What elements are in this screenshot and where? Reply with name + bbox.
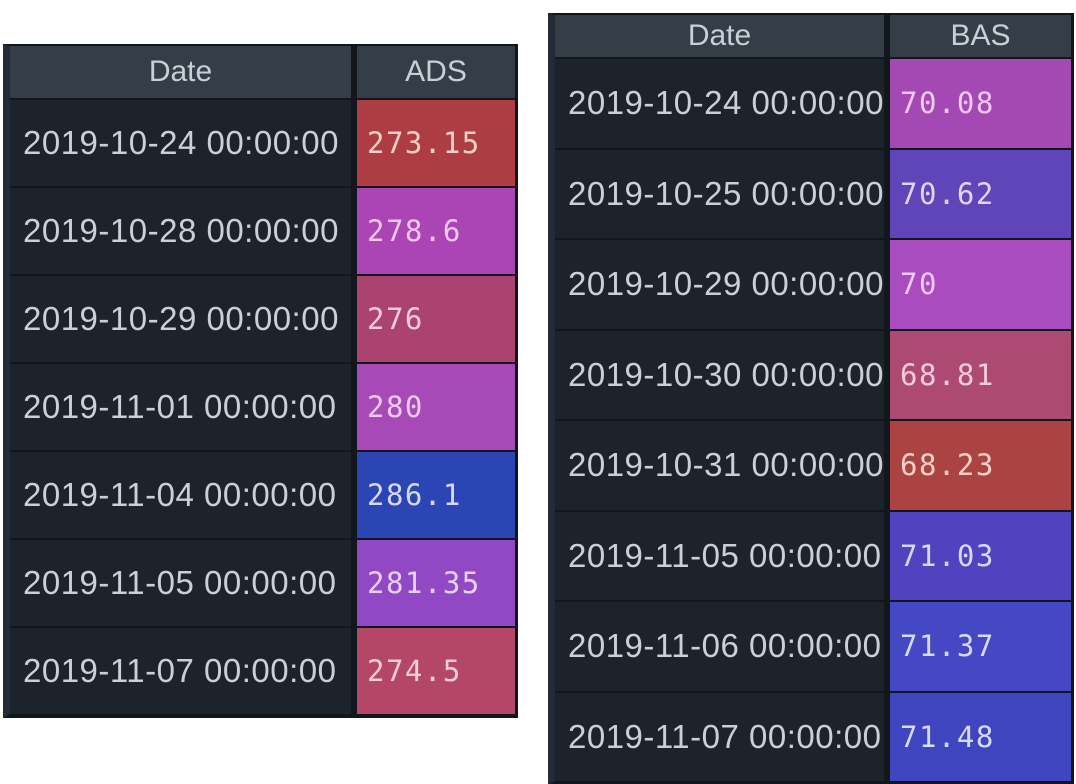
table-row: 2019-11-05 00:00:00 71.03 — [555, 509, 1071, 600]
date-cell: 2019-10-24 00:00:00 — [10, 100, 351, 186]
date-cell: 2019-10-29 00:00:00 — [555, 240, 884, 329]
value-cell: 70.62 — [884, 149, 1071, 238]
table-row: 2019-10-24 00:00:00 70.08 — [555, 57, 1071, 148]
date-cell: 2019-11-05 00:00:00 — [555, 511, 884, 600]
date-cell: 2019-10-30 00:00:00 — [555, 330, 884, 419]
table-row: 2019-10-30 00:00:00 68.81 — [555, 328, 1071, 419]
date-cell: 2019-10-25 00:00:00 — [555, 149, 884, 238]
date-cell: 2019-10-31 00:00:00 — [555, 421, 884, 510]
value-cell: 71.03 — [884, 511, 1071, 600]
date-cell: 2019-11-06 00:00:00 — [555, 602, 884, 691]
date-cell: 2019-11-07 00:00:00 — [10, 628, 351, 714]
date-cell: 2019-10-24 00:00:00 — [555, 59, 884, 148]
ads-table: Date ADS 2019-10-24 00:00:00 273.15 2019-1… — [3, 44, 518, 718]
table-row: 2019-11-07 00:00:00 274.5 — [10, 626, 515, 714]
value-cell: 71.37 — [884, 602, 1071, 691]
value-cell: 276 — [351, 276, 515, 362]
value-cell: 280 — [351, 364, 515, 450]
bas-table-body: 2019-10-24 00:00:00 70.08 2019-10-25 00:00… — [555, 57, 1071, 781]
table-row: 2019-10-29 00:00:00 276 — [10, 274, 515, 362]
date-cell: 2019-11-05 00:00:00 — [10, 540, 351, 626]
value-cell: 70.08 — [884, 59, 1071, 148]
table-row: 2019-10-25 00:00:00 70.62 — [555, 147, 1071, 238]
value-cell: 278.6 — [351, 188, 515, 274]
table-row: 2019-10-31 00:00:00 68.23 — [555, 419, 1071, 510]
ads-value-column-header: ADS — [351, 46, 515, 98]
ads-date-column-header: Date — [148, 55, 213, 88]
value-cell: 273.15 — [351, 100, 515, 186]
table-row: 2019-11-01 00:00:00 280 — [10, 362, 515, 450]
table-row: 2019-10-24 00:00:00 273.15 — [10, 98, 515, 186]
value-cell: 281.35 — [351, 540, 515, 626]
bas-date-column-header: Date — [687, 19, 752, 52]
table-row: 2019-11-04 00:00:00 286.1 — [10, 450, 515, 538]
date-cell: 2019-10-28 00:00:00 — [10, 188, 351, 274]
table-row: 2019-10-28 00:00:00 278.6 — [10, 186, 515, 274]
value-cell: 274.5 — [351, 628, 515, 714]
value-cell: 286.1 — [351, 452, 515, 538]
table-row: 2019-11-05 00:00:00 281.35 — [10, 538, 515, 626]
date-cell: 2019-11-01 00:00:00 — [10, 364, 351, 450]
ads-table-body: 2019-10-24 00:00:00 273.15 2019-10-28 00:0… — [10, 98, 515, 714]
bas-value-column-header: BAS — [884, 15, 1071, 57]
table-row: 2019-11-06 00:00:00 71.37 — [555, 600, 1071, 691]
value-cell: 68.23 — [884, 421, 1071, 510]
bas-table: Date BAS 2019-10-24 00:00:00 70.08 2019-10… — [548, 13, 1074, 784]
date-cell: 2019-11-07 00:00:00 — [555, 692, 884, 781]
bas-table-header-row: Date BAS — [555, 15, 1071, 57]
table-row: 2019-10-29 00:00:00 70 — [555, 238, 1071, 329]
date-cell: 2019-10-29 00:00:00 — [10, 276, 351, 362]
value-cell: 71.48 — [884, 692, 1071, 781]
table-row: 2019-11-07 00:00:00 71.48 — [555, 690, 1071, 781]
ads-table-header-row: Date ADS — [10, 46, 515, 98]
date-cell: 2019-11-04 00:00:00 — [10, 452, 351, 538]
value-cell: 68.81 — [884, 330, 1071, 419]
value-cell: 70 — [884, 240, 1071, 329]
